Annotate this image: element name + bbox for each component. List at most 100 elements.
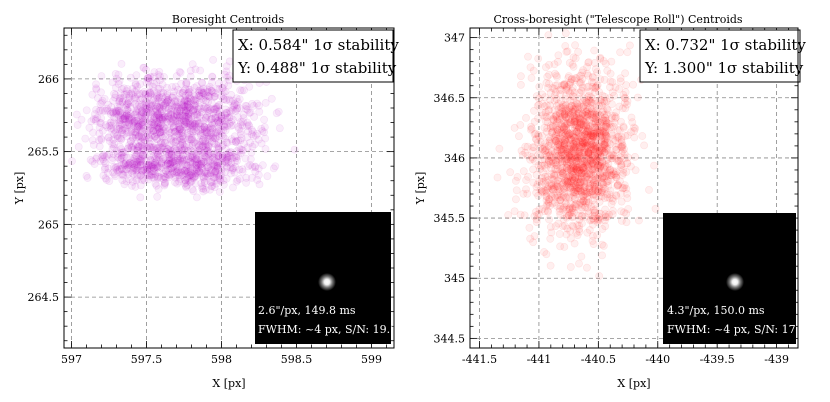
left-scatter-point [162,118,171,127]
left-scatter-point [133,82,142,91]
right-scatter-point [552,156,560,165]
left-scatter-point [142,97,150,106]
left-scatter-point [263,172,272,181]
left-scatter-point [93,153,101,162]
right-scatter-point [616,48,624,57]
left-scatter-point [236,118,245,126]
right-scatter-point [570,164,579,173]
left-scatter-point [143,74,152,82]
left-scatter-point [134,132,143,141]
left-scatter-point [156,105,165,113]
left-scatter-point [104,133,113,142]
right-scatter-point [617,160,626,169]
left-scatter-point [104,133,113,141]
left-scatter-point [130,117,139,125]
left-scatter-point [120,90,129,99]
left-scatter-point [128,85,137,93]
left-scatter-point [210,170,218,178]
left-scatter-point [116,108,124,117]
left-scatter-point [207,115,216,123]
left-scatter-point [131,164,140,173]
left-scatter-point [125,141,134,149]
right-scatter-point [564,86,573,95]
left-scatter-point [133,124,142,133]
left-scatter-point [211,134,220,143]
left-scatter-point [233,104,242,113]
right-scatter-point [517,81,525,89]
left-scatter-point [157,115,166,124]
left-scatter-point [128,91,137,99]
left-scatter-point [138,106,146,115]
left-scatter-point [118,126,127,135]
left-stats-box: X: 0.584" 1σ stability Y: 0.488" 1σ stab… [232,29,399,83]
right-scatter-point [535,82,544,91]
right-scatter-point [568,60,577,69]
right-scatter-point [574,187,582,196]
left-scatter-point [195,112,204,121]
left-scatter-point [88,90,97,99]
right-scatter-point [545,201,554,210]
left-scatter-point [88,157,97,166]
left-scatter-point [87,117,96,126]
left-scatter-point [156,128,165,137]
left-scatter-point [137,141,146,149]
left-scatter-point [118,85,126,93]
right-scatter-point [612,113,620,122]
left-scatter-point [203,88,212,97]
left-scatter-point [197,155,206,164]
left-scatter-point [127,113,136,122]
left-xtick-label: 599 [361,353,382,366]
right-ytick-label: 344.5 [434,332,466,345]
left-scatter-point [215,132,224,141]
left-scatter-point [177,79,186,88]
left-scatter-point [190,95,199,104]
left-scatter-point [126,98,135,107]
right-scatter-point [619,168,628,177]
left-scatter-point [251,131,260,140]
right-scatter-point [523,189,532,198]
right-scatter-point [534,150,542,159]
left-scatter-point [132,116,141,125]
left-scatter-point [175,125,183,134]
left-scatter-point [124,100,133,108]
left-scatter-point [137,125,145,134]
left-scatter-point [110,140,119,148]
left-scatter-point [136,102,145,111]
left-scatter-point [118,97,127,106]
left-scatter-point [122,90,131,99]
left-scatter-point [140,63,148,72]
right-scatter-point [577,86,586,95]
left-scatter-point [164,127,173,136]
left-scatter-point [123,105,132,114]
left-scatter-point [111,93,119,102]
left-scatter-point [228,164,237,173]
left-scatter-point [199,104,208,113]
left-scatter-point [107,121,116,130]
left-scatter-point [209,56,217,64]
left-scatter-point [137,128,146,137]
left-scatter-point [89,140,98,149]
right-ytick-label: 345 [444,272,465,285]
left-scatter-point [219,176,228,185]
left-scatter-point [131,79,140,88]
left-scatter-point [149,87,158,95]
left-scatter-point [129,134,137,142]
right-scatter-point [575,259,583,268]
left-scatter-point [186,72,195,81]
left-scatter-point [181,118,190,126]
left-scatter-point [113,162,122,171]
right-scatter-point [512,176,520,185]
left-scatter-point [115,77,124,85]
right-scatter-point [555,230,564,238]
right-scatter-point [563,224,572,233]
left-scatter-point [174,148,182,157]
right-scatter-point [645,185,653,194]
left-scatter-point [144,92,153,101]
left-scatter-point [272,109,281,118]
right-scatter-point [542,79,551,87]
left-scatter-point [139,165,148,174]
right-scatter-point [527,74,536,82]
left-scatter-point [237,134,246,143]
right-ytick-label: 346 [444,152,465,165]
left-scatter-point [140,138,149,147]
